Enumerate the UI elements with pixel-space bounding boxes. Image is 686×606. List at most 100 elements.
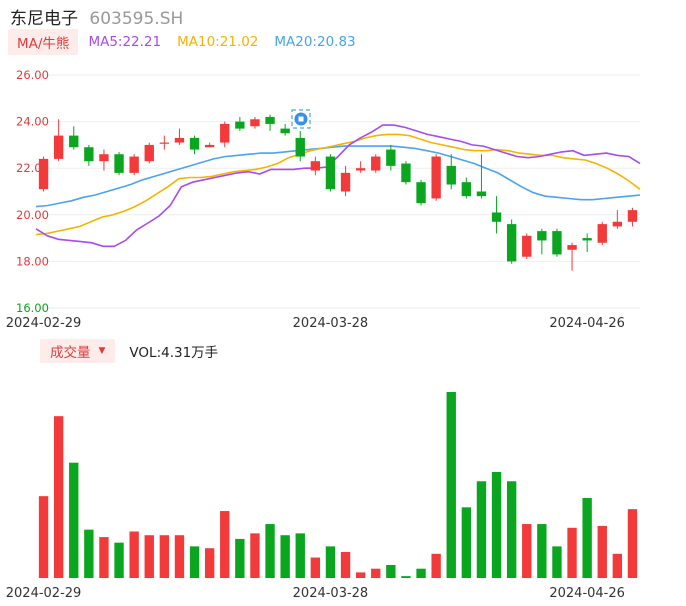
volume-legend: 成交量 ▼ VOL:4.31万手 bbox=[40, 339, 218, 363]
candle-body bbox=[69, 135, 79, 148]
candle bbox=[567, 242, 577, 271]
candle bbox=[295, 130, 305, 162]
candle bbox=[159, 135, 170, 150]
volume-bar bbox=[506, 481, 517, 578]
volume-bar bbox=[461, 507, 472, 578]
candle bbox=[582, 233, 592, 253]
candle-body bbox=[522, 235, 532, 257]
volume-bar bbox=[627, 509, 638, 578]
candle-body bbox=[159, 142, 170, 144]
volume-bar bbox=[522, 524, 532, 578]
candle bbox=[174, 128, 185, 145]
stock-name: 东尼电子 bbox=[10, 9, 78, 29]
volume-button-label: 成交量 bbox=[50, 345, 91, 361]
volume-bar bbox=[386, 564, 396, 578]
candle-body bbox=[401, 163, 411, 183]
ma20-line bbox=[35, 145, 641, 208]
candle-body bbox=[53, 135, 64, 159]
stock-code: 603595.SH bbox=[89, 9, 184, 29]
candle bbox=[537, 228, 547, 255]
volume-bar bbox=[280, 535, 290, 578]
candle-body bbox=[627, 210, 638, 222]
volume-x-tick-label: 2024-02-29 bbox=[6, 586, 82, 601]
candle bbox=[597, 221, 607, 246]
volume-bar bbox=[567, 527, 577, 578]
candle-body bbox=[84, 147, 94, 162]
candle-body bbox=[250, 119, 260, 127]
candle-body bbox=[129, 156, 139, 173]
volume-bar bbox=[129, 531, 139, 578]
candle-body bbox=[265, 116, 275, 124]
ma-indicator-button[interactable]: MA/牛熊 bbox=[8, 29, 79, 55]
candle-body bbox=[476, 191, 487, 197]
candle-body bbox=[235, 121, 245, 129]
candles bbox=[38, 114, 638, 271]
volume-bar bbox=[235, 538, 245, 578]
candle bbox=[461, 177, 472, 199]
volume-bar bbox=[612, 553, 623, 578]
date-axis: 2024-02-29 2024-03-28 2024-04-26 bbox=[6, 316, 625, 331]
volume-bar bbox=[144, 535, 154, 578]
volume-bar bbox=[310, 557, 321, 578]
candle-body bbox=[295, 137, 305, 157]
volume-bar bbox=[597, 525, 607, 578]
y-tick-label: 26.00 bbox=[16, 68, 49, 82]
candle bbox=[84, 144, 94, 166]
volume-bar bbox=[325, 546, 336, 578]
candle-body bbox=[446, 165, 456, 185]
volume-indicator-button[interactable]: 成交量 ▼ bbox=[40, 339, 116, 363]
candle bbox=[69, 126, 79, 150]
candle-body bbox=[431, 156, 441, 199]
marker-icon[interactable] bbox=[291, 109, 311, 129]
candle-body bbox=[38, 158, 49, 190]
volume-bar bbox=[446, 392, 456, 578]
stock-title: 东尼电子 603595.SH bbox=[10, 4, 183, 29]
volume-bar bbox=[416, 568, 426, 578]
candle-body bbox=[204, 144, 215, 148]
volume-bar bbox=[537, 524, 547, 578]
candle bbox=[189, 135, 200, 155]
volume-bar bbox=[552, 546, 562, 578]
volume-bar bbox=[38, 496, 49, 578]
candle bbox=[220, 121, 230, 148]
candle-body bbox=[355, 168, 366, 171]
candle-body bbox=[567, 245, 577, 250]
volume-bar bbox=[69, 462, 79, 578]
candle bbox=[416, 179, 426, 206]
candle bbox=[506, 219, 517, 264]
candle-body bbox=[612, 221, 623, 227]
volume-x-tick-label: 2024-04-26 bbox=[549, 586, 625, 601]
volume-x-tick-label: 2024-03-28 bbox=[293, 586, 369, 601]
candle-body bbox=[582, 238, 592, 241]
candle bbox=[476, 154, 487, 199]
candle bbox=[431, 154, 441, 201]
candle bbox=[280, 123, 290, 136]
candle bbox=[265, 114, 275, 131]
candle bbox=[612, 210, 623, 229]
volume-bar bbox=[340, 551, 351, 578]
candle bbox=[114, 151, 124, 176]
candle-body bbox=[537, 231, 547, 241]
candle bbox=[235, 116, 245, 131]
candle-body bbox=[325, 156, 336, 190]
candle-body bbox=[416, 182, 426, 204]
candle-body bbox=[189, 137, 200, 150]
y-tick-label: 16.00 bbox=[16, 301, 49, 315]
candle-body bbox=[371, 156, 381, 171]
ma20-label: MA20:20.83 bbox=[274, 34, 356, 50]
ma10-line bbox=[35, 133, 641, 236]
volume-bar bbox=[189, 546, 200, 578]
candle bbox=[340, 165, 351, 197]
volume-date-axis: 2024-02-29 2024-03-28 2024-04-26 bbox=[6, 586, 625, 601]
candle bbox=[386, 144, 396, 171]
candle-body bbox=[174, 137, 185, 143]
volume-bar bbox=[84, 529, 94, 578]
x-tick-label: 2024-02-29 bbox=[6, 316, 82, 331]
ma5-label: MA5:22.21 bbox=[88, 34, 162, 50]
candle bbox=[310, 156, 321, 176]
volume-bar bbox=[431, 553, 441, 578]
candle bbox=[129, 154, 139, 176]
volume-bar bbox=[355, 572, 366, 578]
candle-body bbox=[220, 123, 230, 143]
